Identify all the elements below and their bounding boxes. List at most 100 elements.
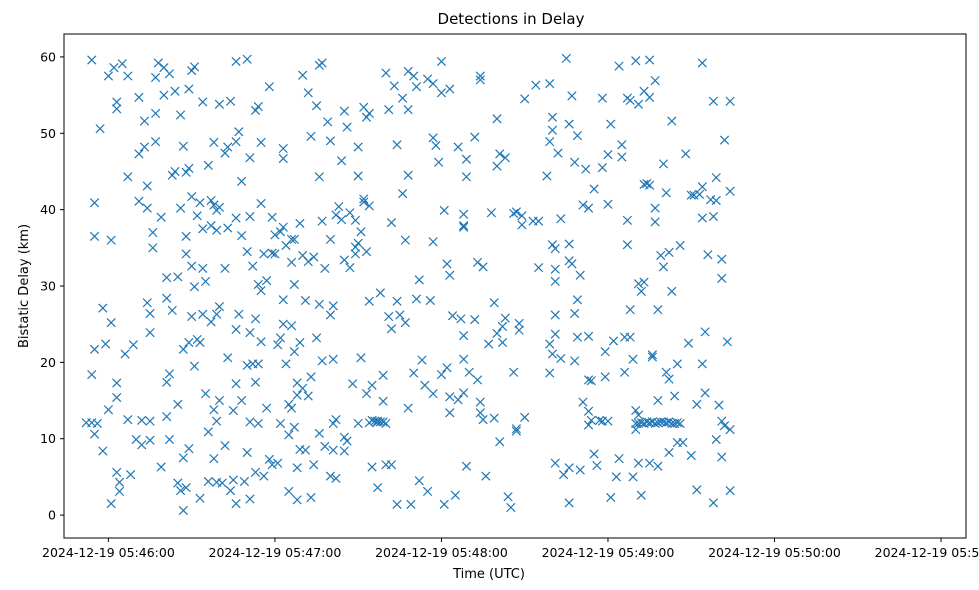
data-point-stroke (633, 279, 644, 289)
data-point-stroke (608, 336, 619, 346)
data-point-stroke (550, 276, 560, 287)
data-point (162, 272, 172, 283)
data-point-stroke (639, 86, 649, 96)
data-point-stroke (667, 286, 677, 296)
data-point (325, 234, 336, 245)
data-point (170, 86, 180, 96)
data-point (292, 390, 302, 400)
data-point (650, 203, 660, 213)
data-point (725, 186, 735, 196)
data-point (239, 476, 250, 487)
data-point (181, 231, 191, 241)
data-point (264, 454, 275, 464)
data-point (231, 213, 241, 223)
data-markers (81, 53, 735, 516)
data-point-stroke (511, 207, 522, 217)
data-point (628, 354, 638, 364)
data-point-stroke (162, 272, 172, 283)
data-point-stroke (325, 136, 336, 146)
data-point-stroke (178, 141, 188, 151)
data-point-stroke (597, 163, 608, 173)
data-point (550, 458, 560, 468)
data-point-stroke (178, 453, 188, 463)
data-point-stroke (397, 93, 408, 103)
data-point-stroke (678, 437, 688, 448)
data-point (103, 405, 114, 415)
data-point-stroke (503, 492, 513, 502)
data-point-stroke (583, 203, 594, 213)
data-point (198, 97, 208, 107)
data-point-stroke (653, 418, 663, 428)
data-point-stroke (173, 272, 183, 282)
data-point-stroke (653, 305, 663, 315)
data-point (162, 377, 172, 387)
data-point-stroke (550, 264, 560, 274)
data-point (253, 279, 263, 290)
data-point-stroke (106, 235, 116, 245)
data-point (209, 200, 219, 210)
data-point (439, 205, 449, 216)
data-point-stroke (148, 227, 158, 238)
data-point-stroke (156, 462, 166, 472)
data-point-stroke (725, 424, 735, 435)
data-point-stroke (162, 293, 172, 303)
data-point-stroke (228, 405, 238, 416)
data-point-stroke (445, 270, 455, 280)
data-point-stroke (203, 160, 213, 170)
data-point-stroke (284, 430, 294, 440)
data-point-stroke (511, 424, 522, 434)
data-point-stroke (225, 486, 236, 496)
data-point (145, 327, 155, 338)
data-point-stroke (442, 259, 452, 269)
data-point-stroke (200, 276, 211, 287)
data-point (156, 212, 166, 222)
data-point (597, 163, 608, 173)
data-point-stroke (403, 403, 413, 413)
data-point (570, 157, 580, 167)
data-point-stroke (389, 81, 399, 91)
data-point-stroke (633, 458, 644, 468)
data-point (461, 461, 472, 471)
data-point (725, 424, 735, 435)
data-point (717, 416, 727, 426)
y-tick-label: 40 (40, 202, 56, 217)
data-point-stroke (647, 352, 658, 362)
data-point (256, 337, 266, 347)
data-point-stroke (453, 142, 463, 152)
data-point-stroke (622, 215, 633, 225)
data-point (134, 92, 144, 103)
data-point (531, 80, 541, 90)
data-point-stroke (597, 93, 608, 103)
data-point-stroke (550, 329, 560, 339)
data-point-stroke (694, 189, 705, 199)
data-point-stroke (256, 337, 266, 347)
data-point-stroke (267, 212, 277, 222)
data-point (575, 465, 585, 475)
data-point (278, 295, 288, 305)
data-point-stroke (295, 337, 305, 348)
data-point (356, 353, 366, 363)
data-point (200, 276, 211, 287)
data-point-stroke (278, 153, 288, 164)
data-point-stroke (406, 499, 416, 510)
data-point-stroke (614, 453, 624, 464)
data-point (228, 475, 238, 485)
data-point (472, 375, 483, 385)
data-point-stroke (422, 74, 433, 84)
data-point (553, 148, 563, 158)
data-point (336, 156, 347, 166)
data-point-stroke (181, 167, 191, 177)
data-point (212, 309, 222, 319)
data-point (644, 55, 655, 65)
data-point-stroke (620, 367, 630, 377)
data-point-stroke (531, 80, 541, 90)
data-point-stroke (134, 149, 144, 159)
data-point (245, 494, 255, 504)
data-point-stroke (386, 460, 397, 470)
data-point-stroke (589, 184, 599, 194)
data-point (206, 317, 216, 327)
data-point (220, 263, 230, 274)
data-point (273, 458, 283, 468)
data-point-stroke (89, 198, 100, 208)
data-point (267, 212, 277, 222)
